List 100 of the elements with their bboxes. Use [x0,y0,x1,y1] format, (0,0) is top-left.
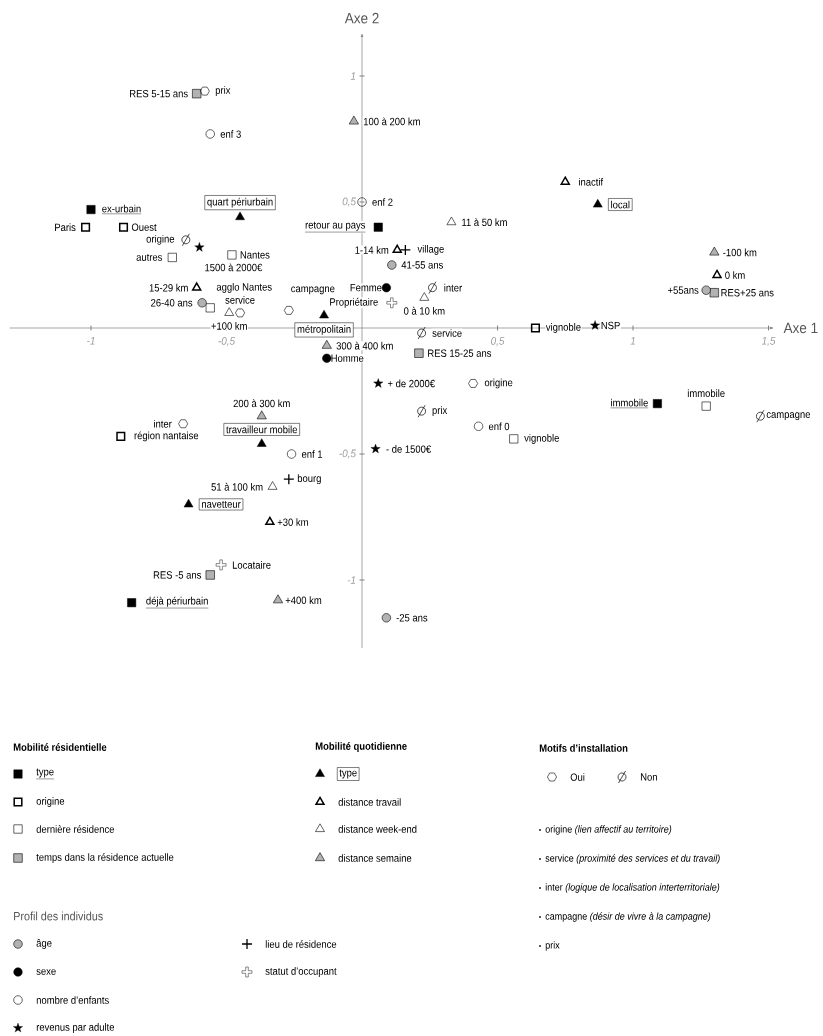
annotation: +100 km [211,322,247,330]
x-tick-label: 1,5 [761,337,776,347]
annotation: métropolitain [297,324,351,335]
point [709,288,719,298]
point [373,222,383,232]
annotation: RES+25 ans [721,289,774,297]
annotation: ex-urbain [102,204,141,213]
annotation: Paris [55,223,76,232]
y-tick-label: 0,5 [342,197,356,207]
text: Motifs d’installation [539,744,628,752]
legend-label: origine [36,797,65,807]
text: Mobilité résidentielle [13,743,107,751]
annotation: inactif [579,177,604,186]
annotation: RES 15-25 ans [428,349,492,357]
point [205,303,215,313]
legend-label: type [339,769,357,779]
annotation: campagne [766,412,811,421]
annotation: prix [215,86,231,97]
annotation: 26-40 ans [151,299,193,307]
point [199,86,210,96]
annotation: autres [136,254,163,261]
annotation: vignoble [545,323,581,333]
point [387,260,397,270]
annotation: navetteur [201,500,241,508]
annotation: 11 à 50 km [462,218,507,227]
point [419,292,430,301]
point [414,348,424,358]
point [256,438,267,447]
legend-label: temps dans la résidence actuelle [36,853,174,863]
point [167,252,177,262]
annotation: - de 1500€ [386,445,431,453]
point [322,353,332,363]
annotation: Homme [331,354,364,362]
annotation: immobile [611,398,648,407]
text: origine (lien affectif au territoire) [545,825,672,835]
point [593,199,603,208]
point [381,283,391,293]
x-tick-label: 0,5 [491,337,505,347]
annotation: bourg [297,474,321,485]
annotation: retour au pays [305,221,366,231]
text: prix [545,941,560,951]
text: service (proximité des services et du travail) [545,854,720,864]
point [348,115,359,125]
annotation: Propriétaire [330,297,378,308]
point [273,594,283,604]
legend-label: Oui [570,773,585,781]
annotation: Nantes [240,251,270,259]
point [468,379,479,388]
text: Mobilité quotidienne [315,742,407,752]
annotation: Locataire [232,561,271,569]
annotation: 0 à 10 km [403,306,445,315]
point [381,613,391,623]
x-tick-label: -1 [87,337,95,345]
annotation: prix [432,406,448,417]
annotation: région nantaise [134,431,199,442]
annotation: + de 2000€ [387,379,435,388]
annotation: +400 km [285,596,322,605]
annotation: RES -5 ans [153,571,202,579]
point [227,250,237,260]
point [205,570,215,580]
point [118,222,129,232]
annotation: 200 à 300 km [233,399,290,408]
annotation: enf 0 [488,422,510,431]
legend-label: nombre d’enfants [36,996,109,1004]
point [183,498,194,508]
point [560,176,570,185]
x-tick-label: 1 [630,337,635,345]
annotation: service [225,296,255,304]
annotation: Ouest [131,223,157,231]
point [178,419,189,429]
legend-label: âge [36,939,52,949]
y-tick-label: -0,5 [339,449,356,459]
annotation: RES 5-15 ans [130,89,188,98]
legend-label: lieu de résidence [265,940,337,948]
point [283,306,294,315]
point [197,298,207,308]
annotation: inter [444,283,462,292]
annotation: enf 1 [301,450,323,458]
legend-label: type [36,768,54,778]
point [357,197,367,207]
point [701,285,711,295]
annotation: enf 2 [372,198,393,206]
point [473,421,484,431]
annotation: 100 à 200 km [363,117,420,126]
annotation: 51 à 100 km [211,482,263,491]
y-tick-label: 1 [350,72,356,80]
y-axis-title: Axe 2 [344,12,379,24]
annotation: NSP [601,321,620,330]
legend-label: distance travail [338,798,401,806]
point [712,269,722,279]
point [370,443,381,454]
point [235,308,245,318]
point [701,401,711,411]
point [81,222,91,232]
annotation: local [611,200,630,209]
annotation: village [417,244,444,255]
legend-label: distance week-end [338,825,417,833]
point [709,246,720,256]
point [205,129,215,139]
annotation: enf 3 [220,130,241,138]
